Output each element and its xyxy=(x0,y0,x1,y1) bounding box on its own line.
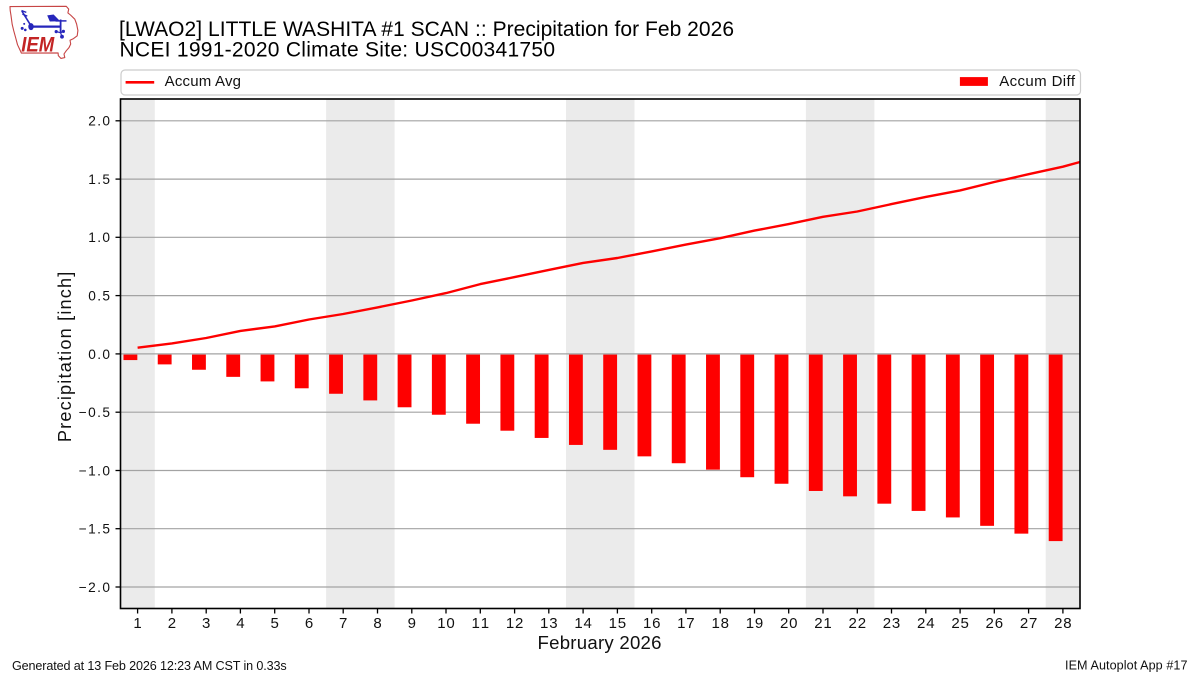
svg-text:Precipitation [inch]: Precipitation [inch] xyxy=(55,272,75,443)
svg-text:18: 18 xyxy=(711,615,729,632)
svg-text:19: 19 xyxy=(746,615,764,632)
svg-text:−2.0: −2.0 xyxy=(79,580,111,595)
svg-text:Accum Diff: Accum Diff xyxy=(999,73,1076,90)
svg-text:22: 22 xyxy=(849,615,867,632)
svg-text:1: 1 xyxy=(133,615,141,632)
svg-text:14: 14 xyxy=(574,615,592,632)
svg-text:9: 9 xyxy=(408,615,416,632)
svg-text:2.0: 2.0 xyxy=(88,114,110,129)
svg-text:20: 20 xyxy=(780,615,798,632)
svg-text:−0.5: −0.5 xyxy=(79,405,111,420)
svg-text:1.5: 1.5 xyxy=(88,172,110,187)
svg-text:15: 15 xyxy=(609,615,627,632)
svg-text:24: 24 xyxy=(917,615,935,632)
svg-text:4: 4 xyxy=(236,615,244,632)
svg-text:7: 7 xyxy=(339,615,347,632)
svg-text:−1.0: −1.0 xyxy=(79,463,111,478)
svg-text:NCEI 1991-2020 Climate Site: U: NCEI 1991-2020 Climate Site: USC00341750 xyxy=(120,38,556,61)
svg-text:12: 12 xyxy=(506,615,524,632)
svg-text:16: 16 xyxy=(643,615,661,632)
svg-text:[LWAO2] LITTLE WASHITA #1 SCAN: [LWAO2] LITTLE WASHITA #1 SCAN :: Precip… xyxy=(119,18,734,41)
svg-text:−1.5: −1.5 xyxy=(79,522,111,537)
svg-text:10: 10 xyxy=(437,615,455,632)
svg-text:3: 3 xyxy=(202,615,210,632)
svg-text:1.0: 1.0 xyxy=(88,230,110,245)
svg-text:8: 8 xyxy=(373,615,381,632)
svg-text:2: 2 xyxy=(168,615,176,632)
svg-text:February 2026: February 2026 xyxy=(538,632,662,653)
svg-text:27: 27 xyxy=(1020,615,1038,632)
svg-text:28: 28 xyxy=(1054,615,1072,632)
svg-text:0.5: 0.5 xyxy=(88,289,110,304)
svg-text:0.0: 0.0 xyxy=(88,347,110,362)
svg-text:Generated at 13 Feb 2026 12:23: Generated at 13 Feb 2026 12:23 AM CST in… xyxy=(12,659,287,673)
svg-text:11: 11 xyxy=(472,615,490,632)
svg-text:13: 13 xyxy=(540,615,558,632)
svg-text:23: 23 xyxy=(883,615,901,632)
svg-text:25: 25 xyxy=(951,615,969,632)
svg-text:Accum Avg: Accum Avg xyxy=(165,73,241,90)
svg-text:5: 5 xyxy=(271,615,279,632)
svg-text:IEM Autoplot App #17: IEM Autoplot App #17 xyxy=(1065,659,1188,673)
svg-text:21: 21 xyxy=(814,615,832,632)
svg-text:IEM: IEM xyxy=(21,34,54,57)
svg-text:17: 17 xyxy=(677,615,695,632)
svg-text:6: 6 xyxy=(305,615,313,632)
svg-text:26: 26 xyxy=(986,615,1004,632)
